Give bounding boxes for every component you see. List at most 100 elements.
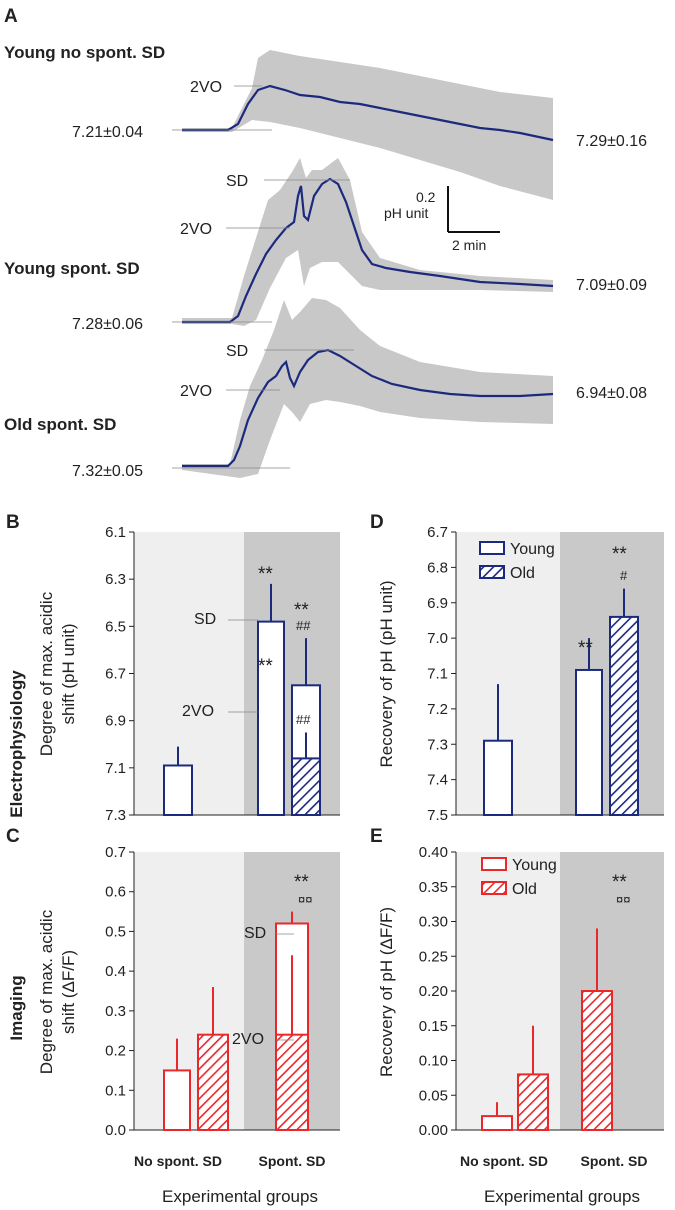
trace-line [182,348,554,468]
y-tick-label: 0.4 [105,963,126,980]
panel-label-a: A [4,6,18,27]
y-axis: 6.1 6.3 6.5 6.7 6.9 7.1 7.3 [105,524,135,824]
trace-line [182,84,554,142]
y-tick-label: 6.5 [105,618,126,635]
y-axis: 0.0 0.1 0.2 0.3 0.4 0.5 0.6 0.7 [105,844,135,1139]
trace-line [182,177,554,324]
bar-young-no-sd [481,1115,513,1131]
category-label: No spont. SD [134,1153,222,1169]
y-tick-label: 6.9 [105,713,126,730]
trace-young-no-sd: 2VO 7.21±0.04 7.29±0.16 [72,50,647,200]
scale-unit: pH unit [384,205,428,221]
category-label: Spont. SD [259,1153,326,1169]
y-axis: 6.7 6.8 6.9 7.0 7.1 7.2 7.3 7.4 7.5 [427,524,457,824]
bar-old-sd-2vo [291,757,321,817]
legend-swatch-young [479,541,505,555]
panel-label-d: D [370,512,384,533]
y-tick-label: 0.7 [105,844,126,861]
start-value: 7.32±0.05 [72,463,143,480]
panel-b: B 6.1 6.3 6.5 6.7 6.9 7.1 7.3 Degree of max. a… [6,512,340,824]
bar-old-sd-2vo [275,1033,309,1131]
trace-old-sd: SD 2VO 7.32±0.05 6.94±0.08 [72,298,647,480]
significance-stars: ** [578,638,593,659]
y-tick-label: 0.25 [419,948,448,965]
legend: Young Old [481,857,557,898]
bar-young-no-sd [163,1069,191,1132]
y-tick-label: 0.05 [419,1087,448,1104]
y-tick-label: 7.2 [427,701,448,718]
x-axis-label: Experimental groups [162,1187,318,1206]
y-tick-label: 6.1 [105,524,126,541]
trace-title: Old spont. SD [4,415,116,434]
y-tick-label: 0.0 [105,1122,126,1139]
y-tick-label: 7.0 [427,630,448,647]
y-tick-label: 0.30 [419,914,448,931]
y-tick-label: 0.00 [419,1122,448,1139]
y-tick-label: 7.1 [105,760,126,777]
trace-young-sd: SD 2VO 7.28±0.06 7.09±0.09 [72,158,647,333]
panel-c: C 0.0 0.1 0.2 0.3 0.4 0.5 0.6 0.7 Degree of max… [6,826,340,1206]
hash-mark: ¤¤ [616,892,630,907]
y-tick-label: 0.3 [105,1003,126,1020]
marker-sd: SD [226,173,248,190]
scale-time: 2 min [452,237,486,253]
y-axis-label: Degree of max. acidic [37,591,56,756]
y-tick-label: 0.40 [419,844,448,861]
y-tick-label: 0.15 [419,1018,448,1035]
bar-young-no-sd [163,764,193,816]
end-value: 7.29±0.16 [576,133,647,150]
panel-e: E 0.00 0.05 0.10 0.15 0.20 0.25 0.30 0.35 0.40 R… [370,826,664,1206]
y-tick-label: 0.35 [419,879,448,896]
legend-label-young: Young [512,857,557,874]
bar-young-no-sd [483,739,513,817]
y-tick-label: 6.9 [427,595,448,612]
marker-2vo: 2VO [190,79,222,96]
trace-title: Young no spont. SD [4,43,165,62]
y-tick-label: 6.7 [427,524,448,541]
y-tick-label: 0.10 [419,1053,448,1070]
trace-title: Young spont. SD [4,259,140,278]
y-tick-label: 6.7 [105,666,126,683]
y-tick-label: 7.5 [427,807,448,824]
significance-stars: ** [294,872,309,893]
row-label-imaging: Imaging [7,975,26,1040]
significance-stars: ** [294,600,309,621]
y-axis: 0.00 0.05 0.10 0.15 0.20 0.25 0.30 0.35 0.40 [419,844,457,1139]
bar-old-no-sd [197,1033,229,1131]
row-label-electrophysiology: Electrophysiology [7,670,26,818]
y-tick-label: 0.20 [419,983,448,1000]
scale-bar: 0.2 pH unit 2 min [384,186,500,253]
y-tick-label: 6.8 [427,559,448,576]
significance-stars: ** [258,564,273,585]
legend-label-old: Old [512,881,537,898]
panel-d: D 6.7 6.8 6.9 7.0 7.1 7.2 7.3 7.4 7.5 Recovery o… [370,512,664,824]
category-label: No spont. SD [460,1153,548,1169]
significance-stars: ** [612,872,627,893]
hash-mark: ¤¤ [298,892,312,907]
y-axis-label: Recovery of pH (ΔF/F) [377,907,396,1077]
panel-label-e: E [370,826,383,847]
y-tick-label: 7.1 [427,666,448,683]
trace-band [182,158,553,326]
sd-label: SD [194,611,216,628]
y-axis-label: Degree of max. acidic [37,909,56,1074]
x-axis-label: Experimental groups [484,1187,640,1206]
hash-mark: ## [296,712,311,727]
legend-swatch-young [481,857,507,871]
vo-label: 2VO [182,703,214,720]
start-value: 7.21±0.04 [72,124,143,141]
bar-young-sd [575,668,603,817]
scale-value: 0.2 [416,189,436,205]
marker-2vo: 2VO [180,383,212,400]
legend-label-old: Old [510,565,535,582]
y-axis-label: shift (ΔF/F) [59,950,78,1034]
y-axis-label: shift (pH unit) [59,623,78,724]
end-value: 6.94±0.08 [576,385,647,402]
y-tick-label: 7.4 [427,772,448,789]
y-tick-label: 7.3 [427,736,448,753]
y-tick-label: 0.1 [105,1082,126,1099]
panel-a: A Young no spont. SD Young spont. SD Old… [4,6,647,480]
y-tick-label: 0.5 [105,923,126,940]
bar-old-sd [581,990,613,1131]
